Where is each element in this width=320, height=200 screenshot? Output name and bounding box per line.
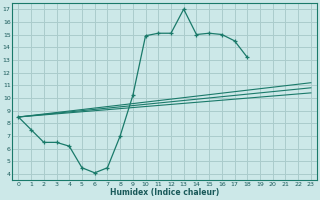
X-axis label: Humidex (Indice chaleur): Humidex (Indice chaleur) <box>110 188 219 197</box>
